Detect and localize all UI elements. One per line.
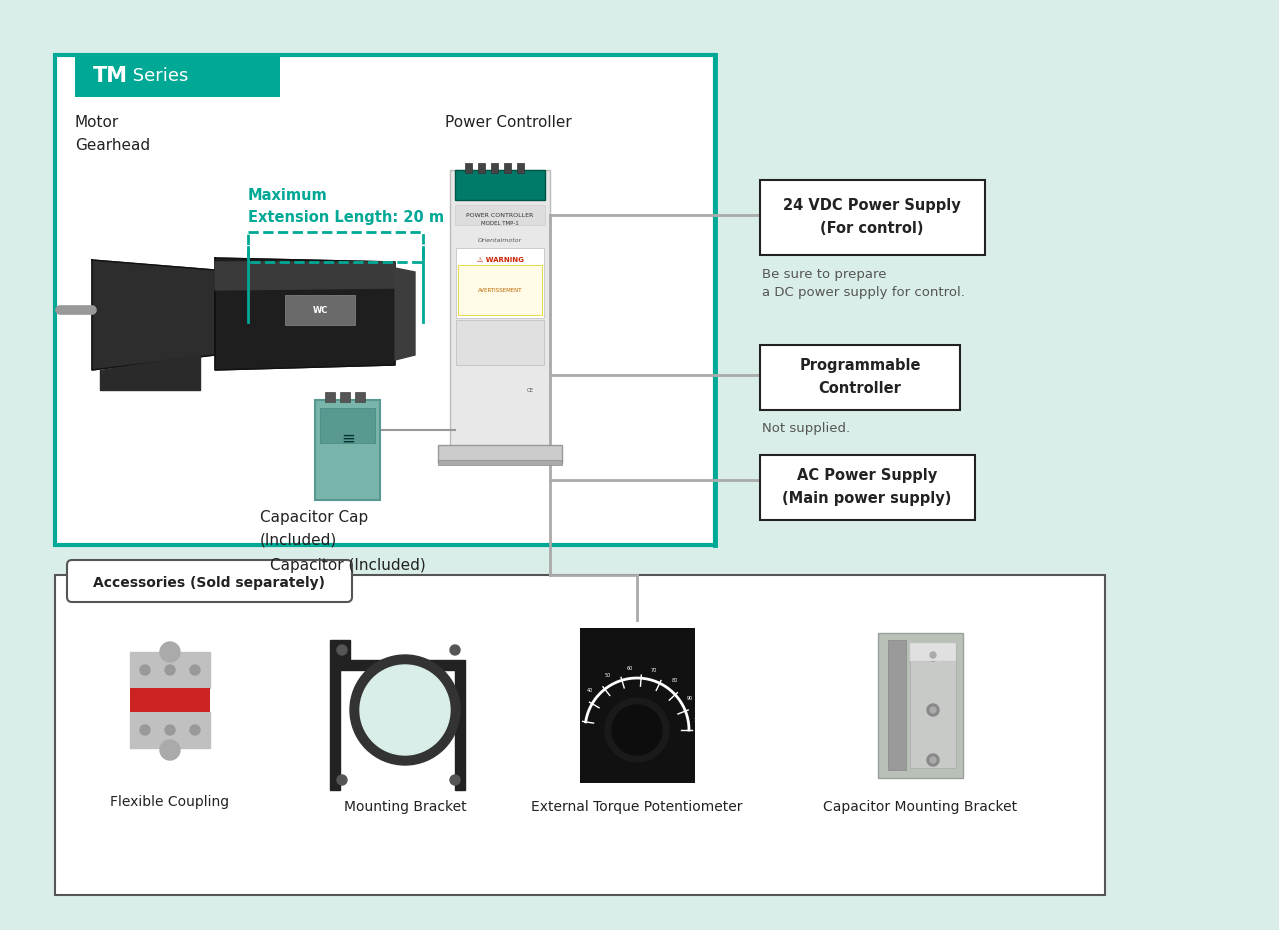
FancyBboxPatch shape <box>325 392 335 402</box>
FancyBboxPatch shape <box>320 408 375 443</box>
Polygon shape <box>100 355 200 390</box>
Text: Gearhead: Gearhead <box>75 138 150 153</box>
Text: External Torque Potentiometer: External Torque Potentiometer <box>531 800 743 814</box>
FancyBboxPatch shape <box>579 628 694 783</box>
Text: AC Power Supply: AC Power Supply <box>797 468 938 483</box>
Circle shape <box>927 754 939 766</box>
Text: Controller: Controller <box>819 380 902 395</box>
FancyBboxPatch shape <box>450 170 550 450</box>
Polygon shape <box>330 640 466 790</box>
FancyBboxPatch shape <box>356 392 365 402</box>
FancyBboxPatch shape <box>75 53 280 58</box>
FancyBboxPatch shape <box>760 345 961 410</box>
Text: (Main power supply): (Main power supply) <box>783 490 952 506</box>
Text: Accessories (Sold separately): Accessories (Sold separately) <box>93 576 325 590</box>
Circle shape <box>930 757 936 763</box>
FancyBboxPatch shape <box>340 392 350 402</box>
Text: Orientalmotor: Orientalmotor <box>478 237 522 243</box>
FancyBboxPatch shape <box>55 575 1105 895</box>
Text: Capacitor (Included): Capacitor (Included) <box>270 558 426 573</box>
FancyBboxPatch shape <box>457 320 544 365</box>
FancyBboxPatch shape <box>491 163 498 173</box>
Text: 40: 40 <box>586 688 592 693</box>
Text: Motor: Motor <box>75 115 119 130</box>
Circle shape <box>191 665 200 675</box>
FancyBboxPatch shape <box>455 205 545 225</box>
Circle shape <box>450 645 460 655</box>
FancyBboxPatch shape <box>285 295 356 325</box>
Polygon shape <box>215 262 395 290</box>
Text: CE: CE <box>527 388 533 392</box>
Circle shape <box>336 645 347 655</box>
FancyBboxPatch shape <box>504 163 512 173</box>
Circle shape <box>160 642 180 662</box>
FancyBboxPatch shape <box>877 633 963 778</box>
Circle shape <box>450 775 460 785</box>
Text: AVERTISSEMENT: AVERTISSEMENT <box>478 287 522 293</box>
Text: Flexible Coupling: Flexible Coupling <box>110 795 229 809</box>
Polygon shape <box>92 260 215 370</box>
Text: POWER CONTROLLER: POWER CONTROLLER <box>467 212 533 218</box>
Text: ≡: ≡ <box>341 430 356 448</box>
Text: 24 VDC Power Supply: 24 VDC Power Supply <box>783 197 961 212</box>
Circle shape <box>930 707 936 713</box>
Text: Capacitor Cap: Capacitor Cap <box>260 510 368 525</box>
FancyBboxPatch shape <box>457 248 544 318</box>
Text: Programmable: Programmable <box>799 357 921 373</box>
Text: Mounting Bracket: Mounting Bracket <box>344 800 467 814</box>
Text: Capacitor Mounting Bracket: Capacitor Mounting Bracket <box>822 800 1017 814</box>
Circle shape <box>927 704 939 716</box>
Text: 30: 30 <box>574 709 581 713</box>
FancyBboxPatch shape <box>130 688 210 712</box>
Circle shape <box>165 665 175 675</box>
Circle shape <box>359 665 450 755</box>
Circle shape <box>165 725 175 735</box>
Circle shape <box>139 665 150 675</box>
Text: (Included): (Included) <box>260 532 338 547</box>
Text: Be sure to prepare: Be sure to prepare <box>762 268 886 281</box>
Text: MODEL TMP-1: MODEL TMP-1 <box>481 220 519 225</box>
Circle shape <box>930 652 936 658</box>
Circle shape <box>350 655 460 765</box>
Text: 90: 90 <box>687 696 693 700</box>
Text: Series: Series <box>127 67 188 85</box>
Circle shape <box>611 705 663 755</box>
Text: Extension Length: 20 m: Extension Length: 20 m <box>248 210 444 225</box>
FancyBboxPatch shape <box>458 265 542 315</box>
FancyBboxPatch shape <box>478 163 485 173</box>
FancyBboxPatch shape <box>437 445 561 463</box>
Text: Maximum: Maximum <box>248 188 327 203</box>
Text: 80: 80 <box>671 678 678 684</box>
Circle shape <box>605 698 669 762</box>
FancyBboxPatch shape <box>55 55 715 545</box>
Text: TM: TM <box>93 66 128 86</box>
Circle shape <box>336 775 347 785</box>
Text: 100: 100 <box>693 718 703 723</box>
Text: Not supplied.: Not supplied. <box>762 422 851 435</box>
Polygon shape <box>130 652 210 688</box>
Text: (For control): (For control) <box>820 220 923 235</box>
FancyBboxPatch shape <box>909 643 955 768</box>
FancyBboxPatch shape <box>517 163 524 173</box>
Polygon shape <box>395 268 414 360</box>
FancyBboxPatch shape <box>909 643 955 661</box>
Circle shape <box>139 725 150 735</box>
FancyBboxPatch shape <box>67 560 352 602</box>
Polygon shape <box>130 712 210 748</box>
FancyBboxPatch shape <box>315 400 380 500</box>
Text: Power Controller: Power Controller <box>445 115 572 130</box>
FancyBboxPatch shape <box>466 163 472 173</box>
Text: WC: WC <box>312 305 327 314</box>
Circle shape <box>927 649 939 661</box>
Text: 60: 60 <box>627 666 633 671</box>
Text: 50: 50 <box>605 673 611 678</box>
Text: a DC power supply for control.: a DC power supply for control. <box>762 286 964 299</box>
FancyBboxPatch shape <box>437 460 561 465</box>
Text: 70: 70 <box>650 668 656 672</box>
FancyBboxPatch shape <box>75 55 280 97</box>
Circle shape <box>160 740 180 760</box>
Circle shape <box>191 725 200 735</box>
FancyBboxPatch shape <box>888 640 906 770</box>
FancyBboxPatch shape <box>455 170 545 200</box>
